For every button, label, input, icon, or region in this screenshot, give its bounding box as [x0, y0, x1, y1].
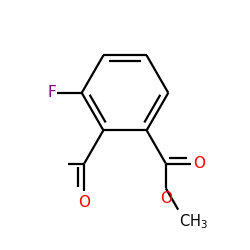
- Text: O: O: [78, 195, 90, 210]
- Text: O: O: [160, 191, 172, 206]
- Text: O: O: [193, 156, 205, 171]
- Text: F: F: [47, 85, 56, 100]
- Text: CH$_3$: CH$_3$: [180, 212, 208, 231]
